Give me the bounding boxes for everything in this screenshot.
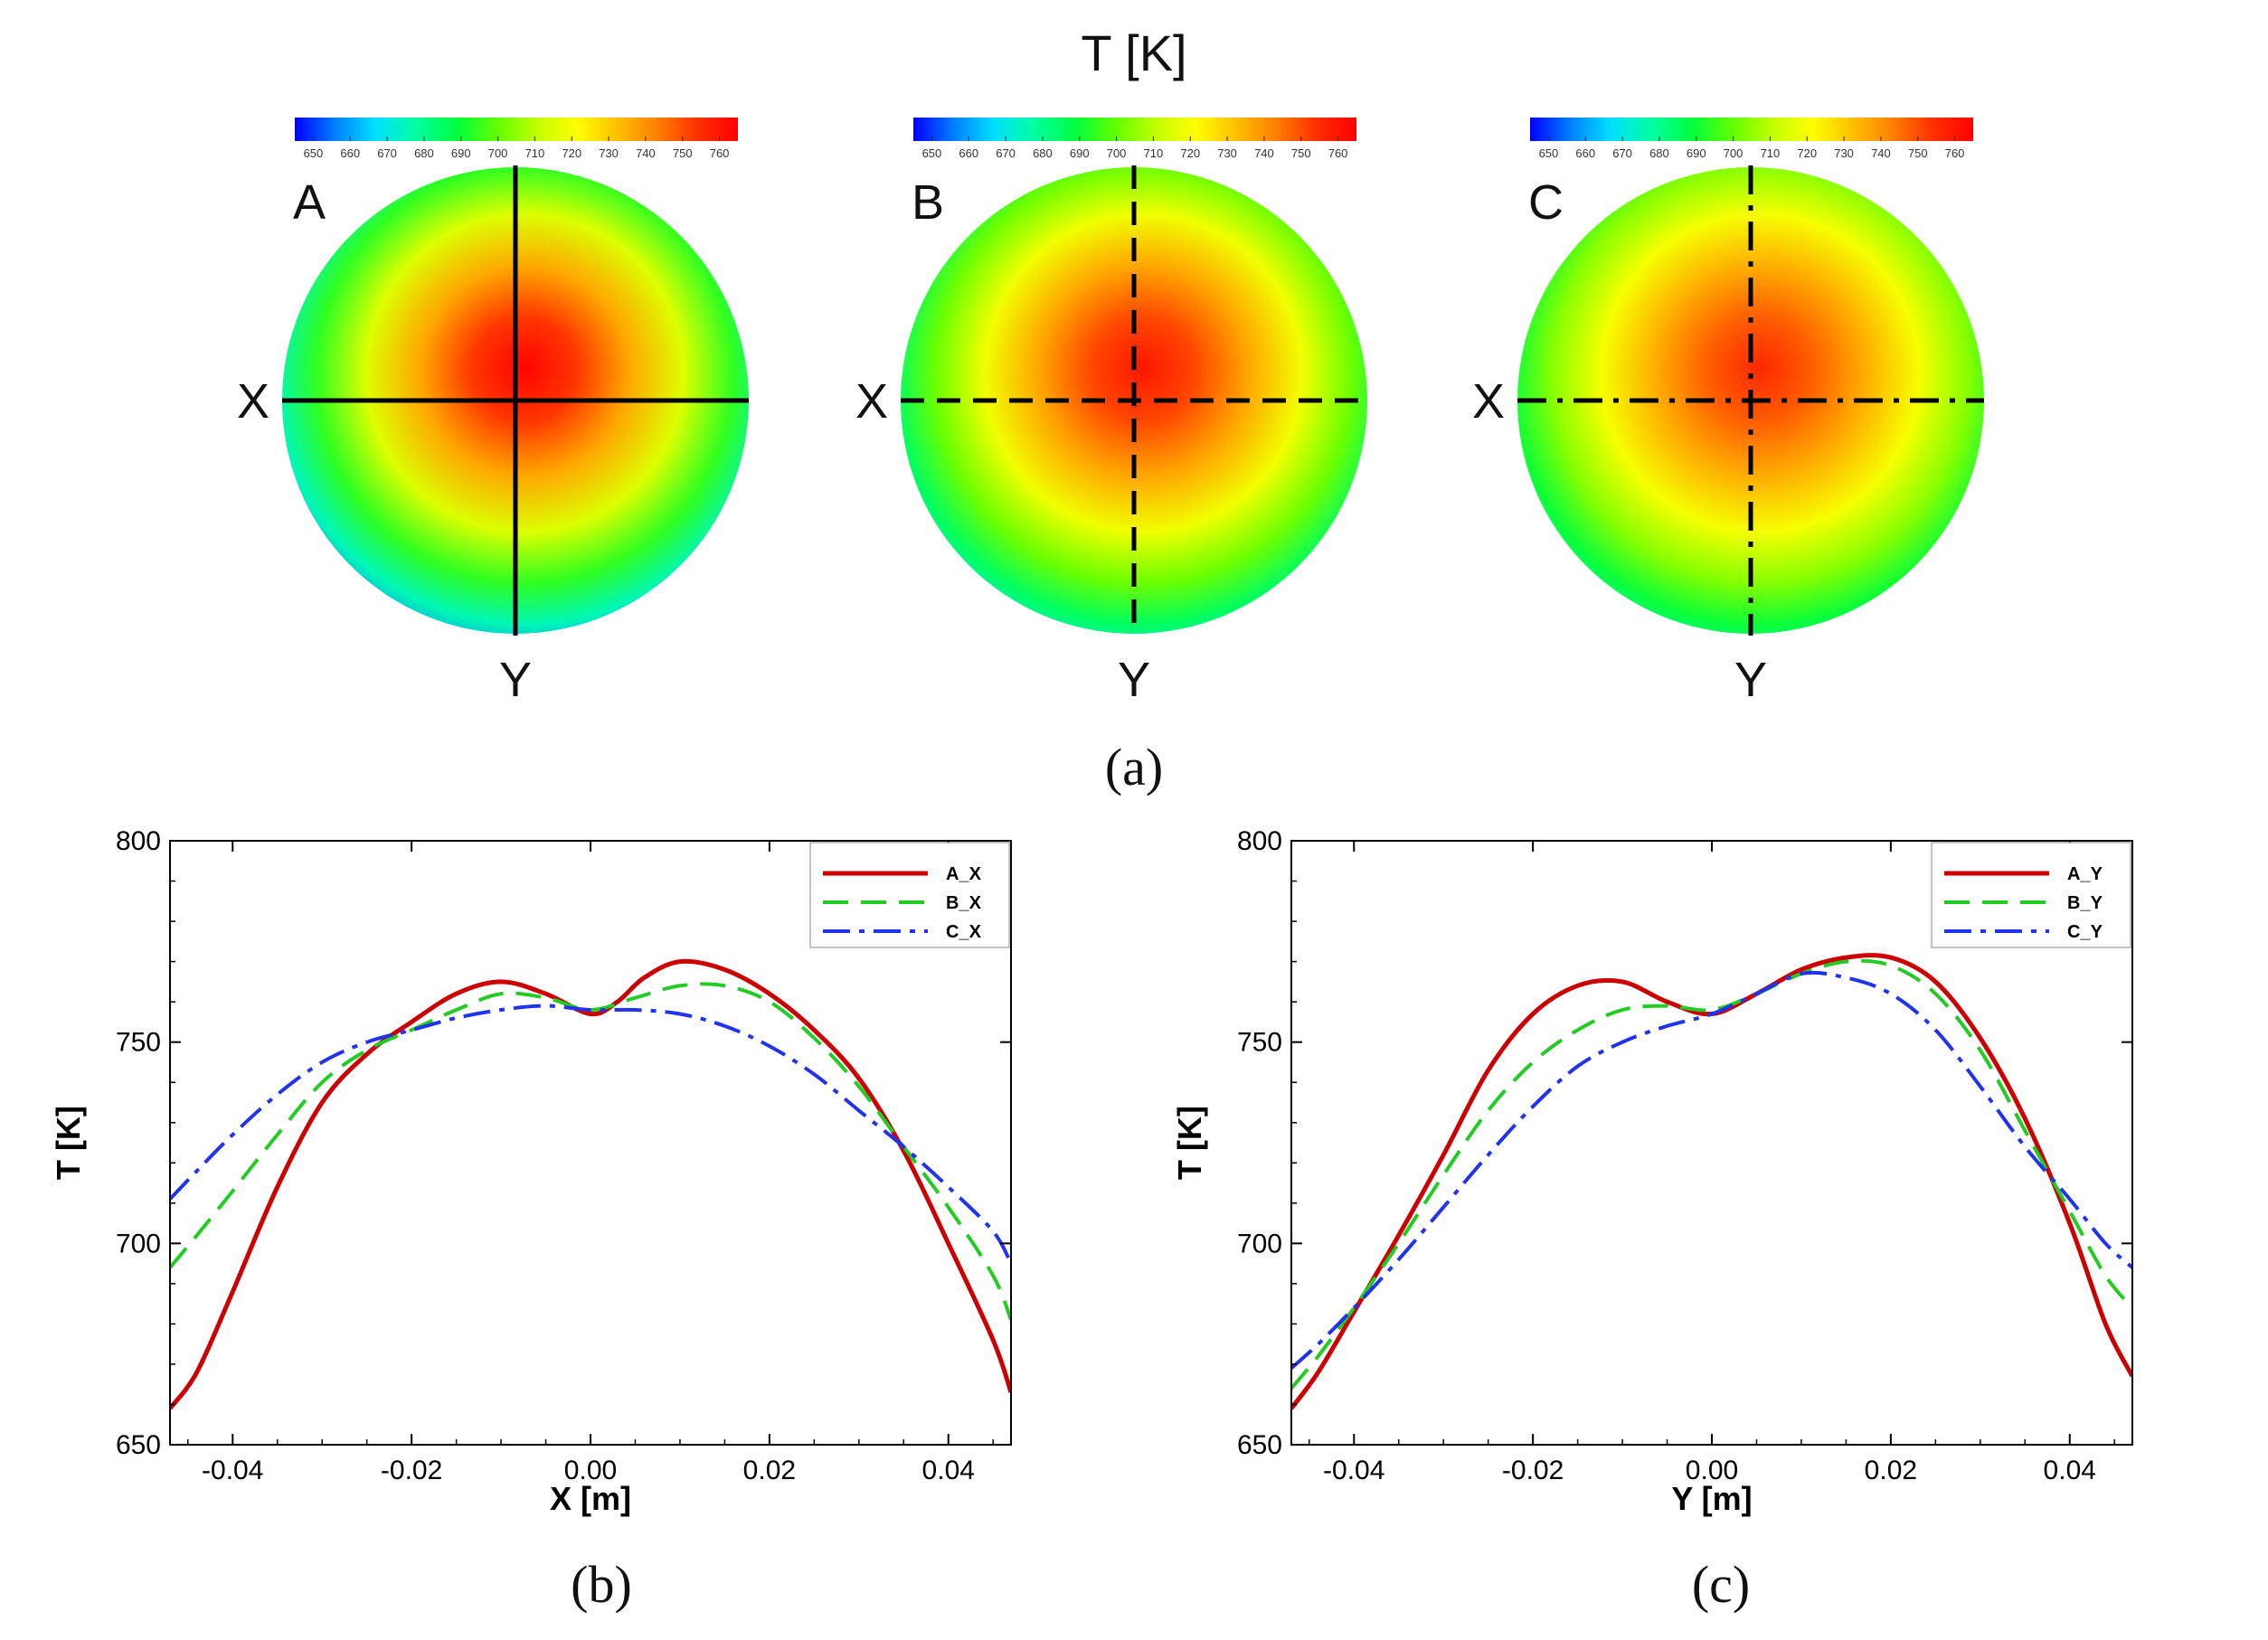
x-tick-label: 0.04 [922,1456,975,1485]
sub-caption-b: (b) [571,1555,632,1614]
colorbar-tick-label: 710 [1144,146,1164,160]
colorbar-tick-label: 740 [636,146,656,160]
legend-label: B_Y [2067,893,2103,913]
colormap-title: T [K] [1081,24,1186,81]
x-tick-label: -0.04 [1323,1456,1384,1485]
x-tick-label: 0.04 [2044,1456,2096,1485]
line-chart-1: -0.04 -0.02 0.00 0.02 0.04 650 700 750 800 X [m] T… [50,826,1012,1517]
line-charts: -0.04 -0.02 0.00 0.02 0.04 650 700 750 800 X [m] T… [50,826,2133,1517]
colorbar [295,118,738,141]
x-axis-letter: X [855,374,888,429]
line-chart-2: -0.04 -0.02 0.00 0.02 0.04 650 700 750 800 Y [m] T… [1171,826,2133,1517]
colorbar-tick-label: 670 [996,146,1016,160]
colorbar-tick-label: 700 [1107,146,1127,160]
colorbar-tick-label: 760 [1945,146,1965,160]
x-axis-letter: X [1472,374,1505,429]
series-line-a-x [170,958,1011,1410]
x-tick-label: -0.02 [381,1456,442,1485]
x-axis-label: X [m] [550,1480,631,1517]
colorbar-tick-label: 730 [1834,146,1854,160]
colorbar-tick-label: 690 [1070,146,1090,160]
colorbar-tick-label: 690 [451,146,471,160]
colorbar-tick-label: 760 [1328,146,1348,160]
y-tick-label: 650 [1237,1430,1282,1460]
colorbar-tick-label: 730 [1217,146,1237,160]
series-line-a-y [1291,953,2132,1410]
colorbar-tick-label: 740 [1254,146,1274,160]
y-axis-letter: Y [1118,653,1150,707]
colorbar-tick-label: 680 [414,146,434,160]
legend-label: A_X [946,864,982,884]
colorbar-tick-label: 660 [1575,146,1595,160]
y-tick-label: 800 [1237,826,1282,856]
contour-panel-a: 650 660 670 680 690 700 710 720 730 740 750 760 A X Y [237,118,749,707]
y-tick-label: 750 [116,1028,161,1058]
contour-panel-c: 650 660 670 680 690 700 710 720 730 740 750 760 C X Y [1472,118,1984,707]
legend: A_Y B_Y C_Y [1931,842,2131,948]
sub-caption-a: (a) [1105,738,1163,796]
colorbar-tick-label: 680 [1033,146,1053,160]
x-tick-label: -0.02 [1502,1456,1564,1485]
x-axis-letter: X [237,374,269,429]
colorbar [1530,118,1973,141]
colorbar-tick-label: 700 [488,146,508,160]
colorbar-tick-label: 650 [1539,146,1559,160]
panel-label: C [1528,175,1564,230]
colorbar-tick-label: 670 [1612,146,1632,160]
colorbar-tick-label: 710 [1761,146,1781,160]
legend-label: C_X [946,922,982,942]
y-tick-label: 700 [116,1229,161,1258]
colorbar-tick-label: 730 [599,146,619,160]
legend-label: C_Y [2067,922,2103,942]
colorbar-tick-label: 660 [959,146,978,160]
colorbar-tick-label: 670 [377,146,397,160]
x-tick-label: 0.02 [743,1456,796,1485]
colorbar-tick-label: 660 [340,146,360,160]
legend: A_X B_X C_X [809,842,1010,948]
y-tick-label: 800 [116,826,161,856]
series-line-b-y [1291,958,2132,1390]
sub-caption-c: (c) [1692,1555,1750,1614]
x-axis-label: Y [m] [1671,1480,1752,1517]
legend-label: B_X [946,893,982,913]
colorbar-tick-label: 740 [1871,146,1891,160]
y-axis-label: T [K] [50,1106,87,1180]
colorbar-tick-label: 720 [1180,146,1200,160]
x-tick-label: 0.00 [1686,1456,1738,1485]
series-line-c-y [1291,970,2132,1370]
colorbar-tick-label: 720 [562,146,581,160]
colorbar-tick-label: 680 [1649,146,1669,160]
legend-label: A_Y [2067,864,2103,884]
contour-panel-b: 650 660 670 680 690 700 710 720 730 740 750 760 B X Y [855,118,1367,707]
y-tick-label: 650 [116,1430,161,1460]
panel-label: A [293,175,326,230]
colorbar-tick-label: 650 [304,146,324,160]
y-axis-label: T [K] [1171,1106,1208,1180]
x-tick-label: -0.04 [202,1456,263,1485]
colorbar-tick-label: 720 [1797,146,1817,160]
y-tick-label: 750 [1237,1028,1282,1058]
colorbar-tick-label: 750 [1291,146,1311,160]
colorbar-tick-label: 700 [1724,146,1744,160]
x-tick-label: 0.00 [564,1456,617,1485]
y-axis-letter: Y [499,653,532,707]
colorbar-tick-label: 710 [525,146,545,160]
x-tick-label: 0.02 [1865,1456,1917,1485]
colorbar-tick-label: 750 [673,146,693,160]
colorbar-tick-label: 750 [1908,146,1928,160]
colorbar-tick-label: 760 [710,146,730,160]
colorbar-tick-label: 690 [1687,146,1706,160]
series-line-c-x [170,1004,1011,1265]
contour-panels: 650 660 670 680 690 700 710 720 730 740 750 760AXY6… [237,118,1984,707]
panel-label: B [912,175,944,230]
y-axis-letter: Y [1734,653,1767,707]
colorbar-tick-label: 650 [922,146,942,160]
colorbar [913,118,1356,141]
y-tick-label: 700 [1237,1229,1282,1258]
